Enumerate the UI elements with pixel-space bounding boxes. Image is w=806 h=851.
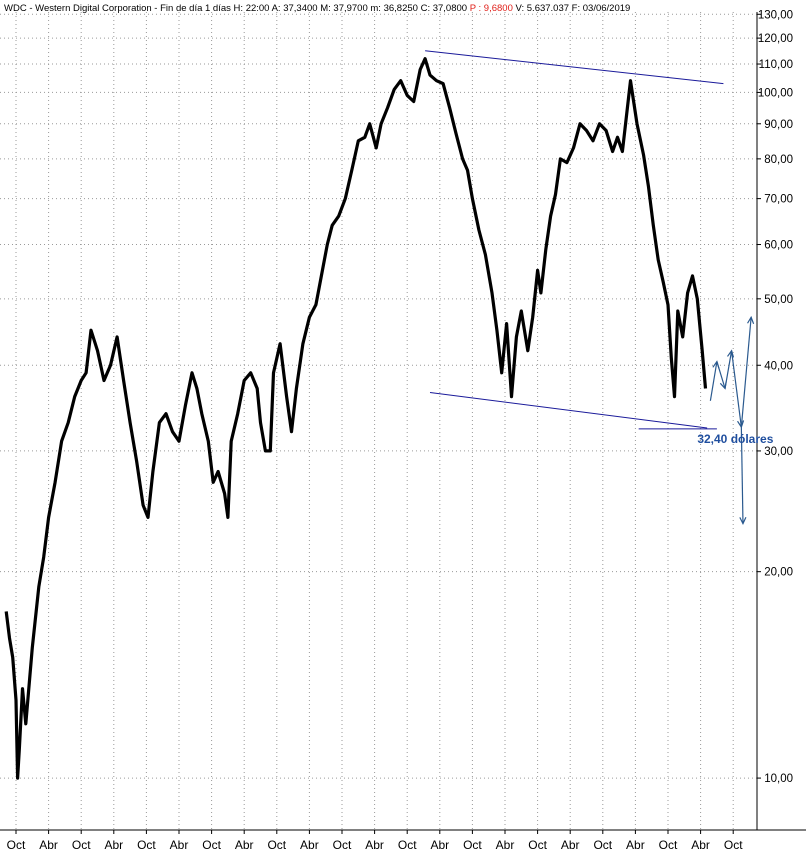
projection-segment <box>716 361 726 389</box>
projection-down-arrowhead <box>739 517 747 526</box>
projection-down-segment <box>740 427 744 524</box>
y-tick-label: 60,00 <box>764 240 793 252</box>
x-axis-ticks: Oct Abr Oct Abr Oct Abr Oct Abr Oct Abr Oct Abr Oct A… <box>7 830 743 851</box>
x-tick-label: Oct <box>7 838 26 851</box>
price-series <box>4 57 708 780</box>
y-tick-label: 20,00 <box>764 567 793 579</box>
grid <box>0 12 757 830</box>
x-tick-label: Abr <box>365 838 384 851</box>
y-tick-label: 40,00 <box>764 360 793 372</box>
x-tick-label: Abr <box>39 838 58 851</box>
header-close: 37,0800 <box>433 3 467 14</box>
x-tick-label: Abr <box>561 838 580 851</box>
annotations: 32,40 dólares <box>697 432 773 446</box>
trendlines <box>425 50 724 430</box>
x-tick-label: Abr <box>430 838 449 851</box>
projection-arrows <box>709 315 755 526</box>
price-annotation: 32,40 dólares <box>697 432 773 446</box>
trendline <box>425 50 724 85</box>
projection-segment <box>730 350 742 428</box>
x-tick-label: Abr <box>496 838 515 851</box>
header-name: Western Digital Corporation <box>35 3 152 14</box>
x-tick-label: Oct <box>72 838 91 851</box>
x-tick-label: Oct <box>333 838 352 851</box>
header-volume: 5.637.037 <box>527 3 569 14</box>
x-tick-label: Oct <box>724 838 743 851</box>
x-tick-label: Abr <box>691 838 710 851</box>
header-hour: 22:00 <box>246 3 270 14</box>
y-tick-label: 130,00 <box>758 9 793 21</box>
y-tick-label: 80,00 <box>764 154 793 166</box>
x-tick-label: Oct <box>463 838 482 851</box>
y-tick-label: 100,00 <box>758 87 793 99</box>
header-max: 37,9700 <box>333 3 367 14</box>
y-tick-label: 30,00 <box>764 446 793 458</box>
y-tick-label: 50,00 <box>764 294 793 306</box>
projection-arrowhead <box>747 315 755 325</box>
x-tick-label: Oct <box>137 838 156 851</box>
header-symbol: WDC <box>4 3 27 14</box>
y-tick-label: 110,00 <box>759 59 793 71</box>
x-tick-label: Abr <box>626 838 645 851</box>
trendline <box>429 392 708 429</box>
projection-segment <box>709 361 718 401</box>
x-tick-label: Oct <box>528 838 547 851</box>
chart-header: WDC - Western Digital Corporation - Fin … <box>4 3 630 14</box>
y-tick-label: 90,00 <box>764 119 793 131</box>
header-open: 37,3400 <box>283 3 317 14</box>
projection-segment <box>724 350 733 389</box>
header-date: 03/06/2019 <box>583 3 631 14</box>
y-tick-label: 10,00 <box>764 773 793 785</box>
y-tick-label: 120,00 <box>758 33 793 45</box>
x-tick-label: Abr <box>104 838 123 851</box>
x-tick-label: Oct <box>593 838 612 851</box>
y-tick-label: 70,00 <box>764 194 793 206</box>
header-period: Fin de día 1 días <box>160 3 231 14</box>
y-axis-ticks: 10,00 20,00 30,00 40,00 50,00 60,00 70,00 80,00… <box>757 9 793 785</box>
x-tick-label: Oct <box>659 838 678 851</box>
header-min: 36,8250 <box>384 3 418 14</box>
x-tick-label: Abr <box>170 838 189 851</box>
header-p: 9,6800 <box>484 3 513 14</box>
x-tick-label: Abr <box>235 838 254 851</box>
x-tick-label: Abr <box>300 838 319 851</box>
price-line <box>4 57 708 780</box>
x-tick-label: Oct <box>202 838 221 851</box>
x-tick-label: Oct <box>398 838 417 851</box>
projection-segment <box>740 317 752 428</box>
x-tick-label: Oct <box>267 838 286 851</box>
